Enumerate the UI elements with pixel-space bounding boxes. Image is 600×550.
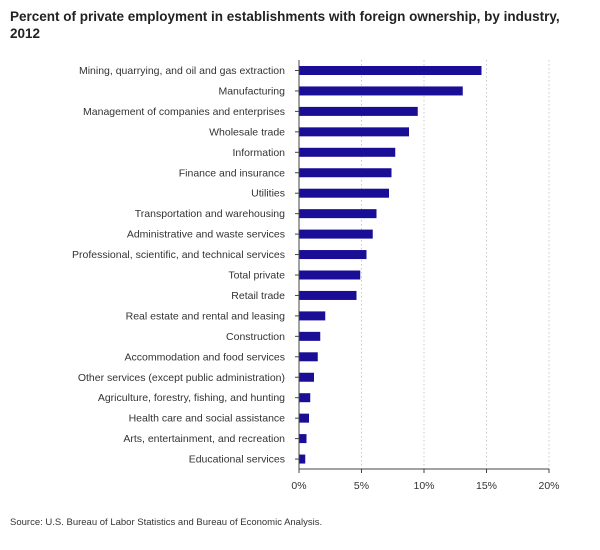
category-label: Wholesale trade	[209, 126, 285, 138]
category-label: Total private	[228, 270, 285, 282]
bar	[299, 168, 392, 178]
category-label: Mining, quarrying, and oil and gas extra…	[79, 65, 285, 77]
x-tick-label: 5%	[354, 480, 369, 492]
category-label: Transportation and warehousing	[135, 208, 285, 220]
bar	[299, 290, 357, 300]
category-label: Information	[232, 147, 285, 159]
bar	[299, 106, 418, 116]
bar	[299, 393, 311, 403]
category-label: Manufacturing	[218, 85, 285, 97]
bar	[299, 229, 373, 239]
bar	[299, 86, 463, 96]
category-label: Construction	[226, 331, 285, 343]
bar	[299, 270, 361, 280]
category-label: Agriculture, forestry, fishing, and hunt…	[98, 392, 285, 404]
category-label: Administrative and waste services	[127, 229, 285, 241]
bar	[299, 413, 309, 423]
bar	[299, 250, 367, 260]
category-label: Retail trade	[231, 290, 285, 302]
category-labels: Mining, quarrying, and oil and gas extra…	[72, 65, 285, 466]
bar	[299, 331, 321, 341]
bar	[299, 66, 482, 75]
bars	[299, 66, 482, 464]
x-tick-label: 0%	[291, 480, 306, 492]
category-label: Educational services	[189, 454, 285, 466]
bar	[299, 372, 314, 382]
axes	[295, 60, 550, 473]
gridlines	[361, 60, 550, 469]
bar	[299, 352, 318, 362]
x-tick-label: 20%	[538, 480, 559, 492]
x-tick-label: 10%	[413, 480, 434, 492]
bar	[299, 311, 326, 321]
source-note: Source: U.S. Bureau of Labor Statistics …	[10, 517, 323, 528]
x-tick-label: 15%	[476, 480, 497, 492]
tick-labels: 0% 5% 10% 15% 20%	[291, 480, 559, 492]
category-label: Health care and social assistance	[129, 413, 286, 425]
bar	[299, 147, 396, 157]
category-label: Management of companies and enterprises	[83, 106, 285, 118]
category-label: Utilities	[251, 188, 285, 200]
category-label: Finance and insurance	[179, 167, 285, 179]
category-label: Other services (except public administra…	[78, 372, 285, 384]
bar	[299, 434, 307, 444]
category-label: Arts, entertainment, and recreation	[123, 433, 285, 445]
bar	[299, 127, 409, 137]
category-label: Accommodation and food services	[125, 351, 286, 363]
category-label: Professional, scientific, and technical …	[72, 249, 285, 261]
category-label: Real estate and rental and leasing	[126, 310, 286, 322]
chart-title: Percent of private employment in establi…	[10, 9, 560, 41]
bar	[299, 209, 377, 219]
bar	[299, 454, 306, 464]
bar-chart: Mining, quarrying, and oil and gas extra…	[72, 60, 560, 492]
bar	[299, 188, 389, 198]
